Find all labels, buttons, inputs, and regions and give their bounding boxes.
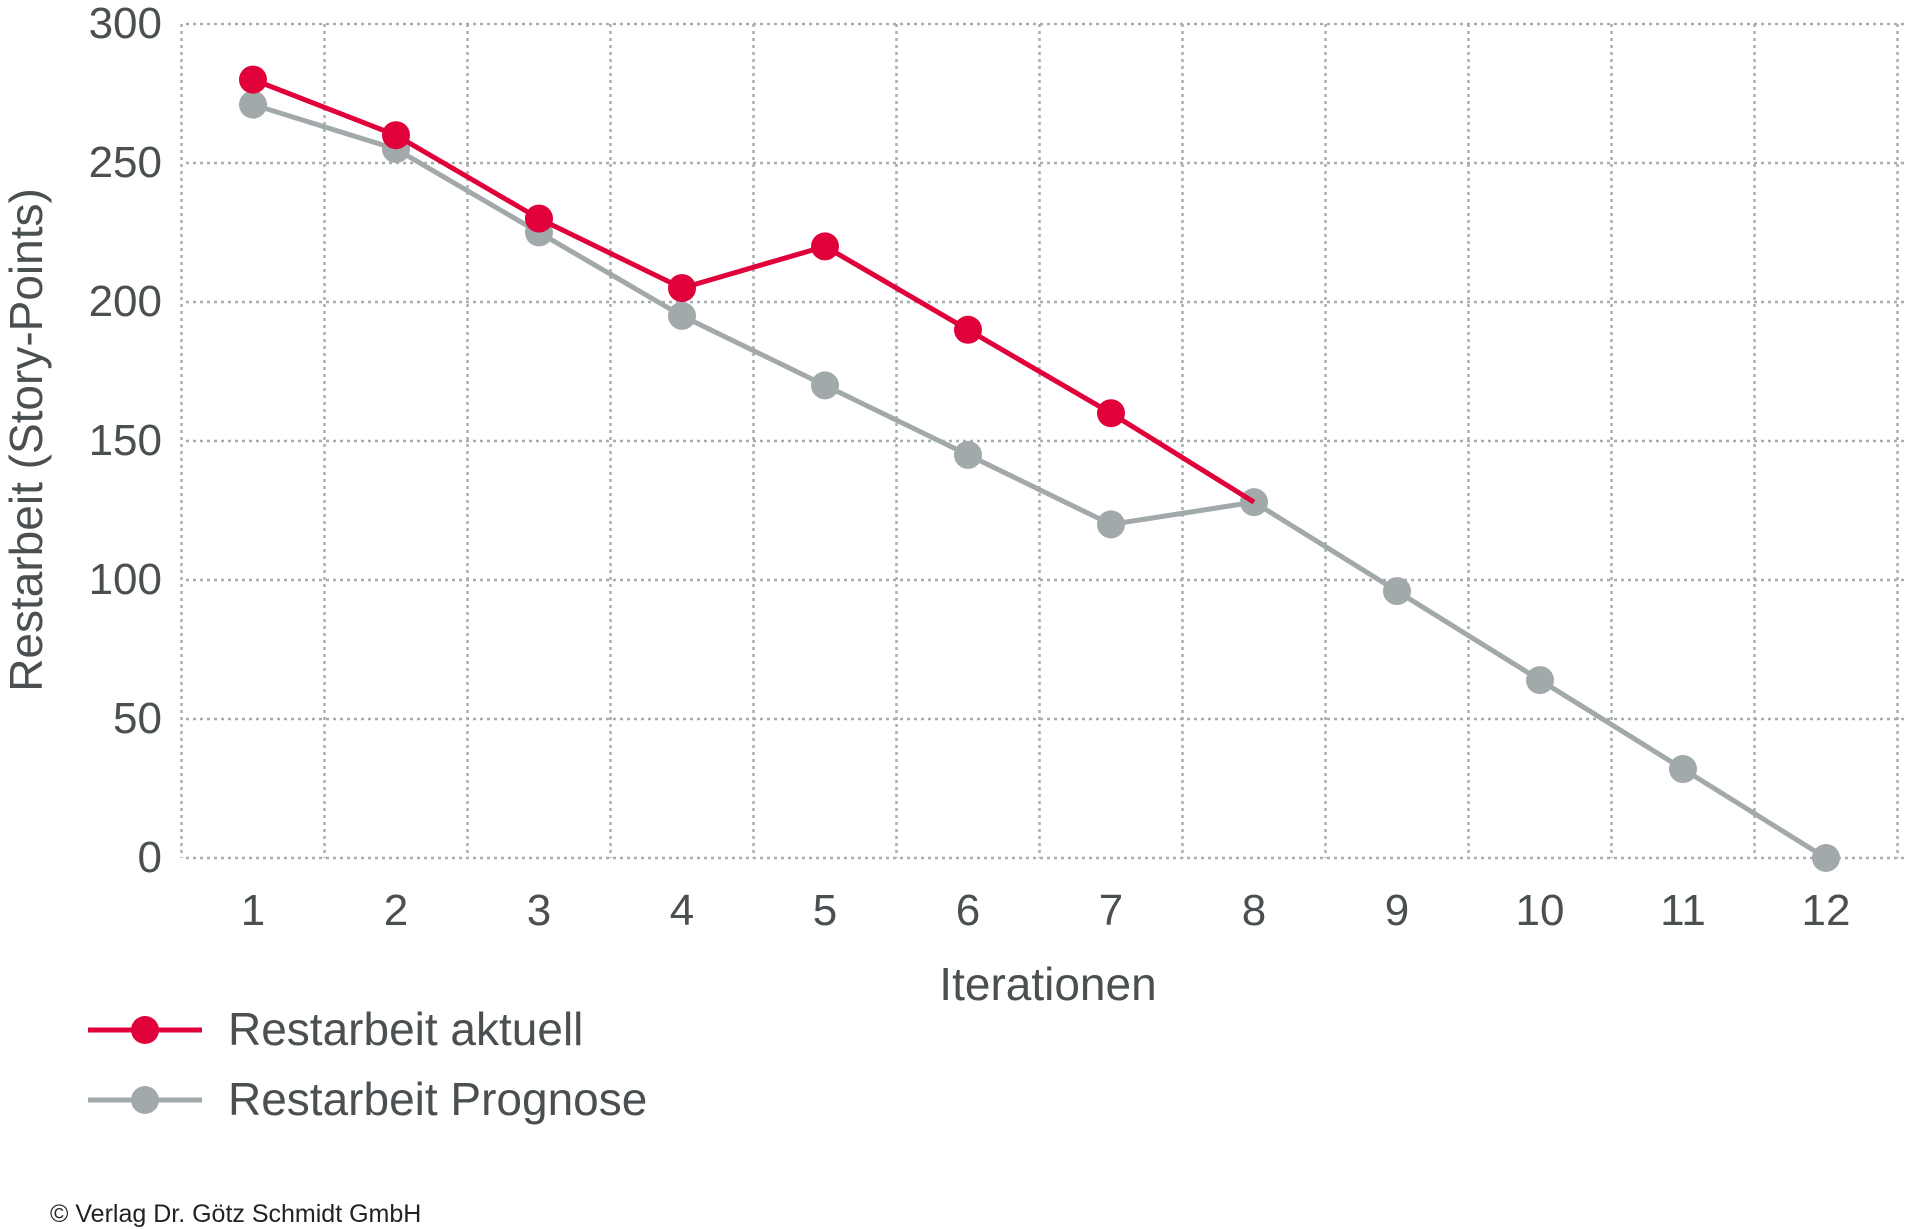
data-point	[811, 371, 839, 400]
x-tick-label: 7	[1099, 886, 1123, 935]
legend-label: Restarbeit Prognose	[228, 1073, 647, 1125]
y-tick-label: 50	[113, 694, 162, 743]
x-tick-label: 8	[1242, 886, 1266, 935]
legend-label: Restarbeit aktuell	[228, 1003, 583, 1055]
data-point	[1240, 488, 1268, 517]
data-point	[1669, 755, 1697, 784]
data-point	[382, 121, 410, 150]
y-tick-label: 300	[89, 0, 162, 48]
x-axis-label: Iterationen	[939, 958, 1156, 1010]
x-tick-label: 6	[956, 886, 980, 935]
data-point	[1097, 399, 1125, 428]
x-tick-label: 3	[527, 886, 551, 935]
y-tick-label: 150	[89, 416, 162, 465]
legend: Restarbeit aktuell Restarbeit Prognose	[88, 1003, 647, 1125]
x-tick-labels: 1 2 3 4 5 6 7 8 9 10 11 12	[241, 886, 1851, 935]
data-point	[1526, 666, 1554, 695]
x-tick-label: 2	[384, 886, 408, 935]
data-point	[239, 65, 267, 94]
x-tick-label: 4	[670, 886, 694, 935]
data-point	[525, 204, 553, 233]
data-point	[668, 274, 696, 303]
series-line-restarbeit-prognose	[252, 102, 1828, 861]
x-tick-label: 9	[1385, 886, 1409, 935]
y-tick-label: 0	[138, 833, 162, 882]
series-line-restarbeit-aktuell	[252, 77, 1256, 505]
series-lines	[239, 65, 1840, 872]
x-tick-label: 12	[1802, 886, 1851, 935]
data-point	[1097, 510, 1125, 539]
x-tick-label: 5	[813, 886, 837, 935]
data-point	[954, 315, 982, 344]
data-point	[668, 301, 696, 330]
legend-marker	[131, 1086, 159, 1114]
data-point	[954, 440, 982, 469]
y-tick-label: 100	[89, 555, 162, 604]
y-tick-label: 250	[89, 138, 162, 187]
x-tick-label: 1	[241, 886, 265, 935]
grid	[180, 22, 1905, 860]
y-tick-labels: 0 50 100 150 200 250 300	[89, 0, 162, 882]
data-point	[239, 90, 267, 119]
legend-marker	[131, 1016, 159, 1044]
copyright: © Verlag Dr. Götz Schmidt GmbH	[50, 1200, 421, 1228]
x-tick-label: 11	[1660, 886, 1706, 935]
y-axis-label: Restarbeit (Story-Points)	[0, 188, 52, 692]
x-tick-label: 10	[1516, 886, 1565, 935]
data-point	[811, 232, 839, 261]
data-point	[1383, 577, 1411, 606]
y-tick-label: 200	[89, 277, 162, 326]
data-point	[1812, 844, 1840, 872]
